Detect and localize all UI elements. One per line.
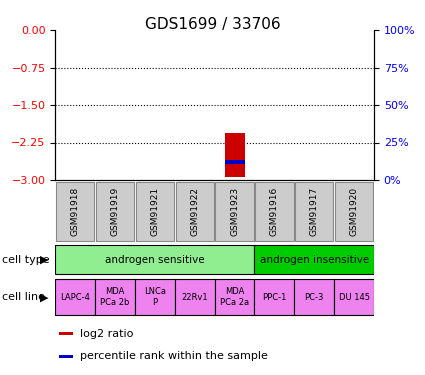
FancyBboxPatch shape: [334, 279, 374, 315]
Text: percentile rank within the sample: percentile rank within the sample: [80, 351, 268, 361]
Text: androgen insensitive: androgen insensitive: [260, 255, 369, 265]
FancyBboxPatch shape: [175, 279, 215, 315]
Text: cell line: cell line: [2, 292, 45, 302]
FancyBboxPatch shape: [215, 183, 254, 241]
Text: PPC-1: PPC-1: [262, 292, 286, 302]
FancyBboxPatch shape: [255, 245, 374, 274]
Text: GSM91918: GSM91918: [71, 187, 79, 237]
Text: GSM91923: GSM91923: [230, 188, 239, 237]
FancyBboxPatch shape: [255, 279, 294, 315]
FancyBboxPatch shape: [135, 279, 175, 315]
Text: GSM91921: GSM91921: [150, 188, 159, 237]
Bar: [224, 132, 244, 177]
Text: log2 ratio: log2 ratio: [80, 329, 133, 339]
FancyBboxPatch shape: [56, 183, 94, 241]
Text: PC-3: PC-3: [305, 292, 324, 302]
Text: GSM91922: GSM91922: [190, 188, 199, 236]
Text: MDA
PCa 2b: MDA PCa 2b: [100, 288, 130, 307]
Text: androgen sensitive: androgen sensitive: [105, 255, 205, 265]
Text: GDS1699 / 33706: GDS1699 / 33706: [144, 17, 280, 32]
Text: DU 145: DU 145: [339, 292, 370, 302]
FancyBboxPatch shape: [95, 279, 135, 315]
Text: LNCa
P: LNCa P: [144, 288, 166, 307]
FancyBboxPatch shape: [255, 183, 294, 241]
Text: cell type: cell type: [2, 255, 50, 265]
Bar: [59, 332, 73, 335]
FancyBboxPatch shape: [295, 183, 333, 241]
FancyBboxPatch shape: [335, 183, 373, 241]
Bar: [224, 160, 244, 164]
Text: MDA
PCa 2a: MDA PCa 2a: [220, 288, 249, 307]
Text: LAPC-4: LAPC-4: [60, 292, 90, 302]
FancyBboxPatch shape: [55, 245, 255, 274]
FancyBboxPatch shape: [136, 183, 174, 241]
Text: GSM91917: GSM91917: [310, 187, 319, 237]
FancyBboxPatch shape: [55, 279, 95, 315]
Text: GSM91920: GSM91920: [350, 188, 359, 237]
Text: ▶: ▶: [40, 255, 49, 265]
Bar: [59, 355, 73, 358]
Text: GSM91919: GSM91919: [110, 187, 119, 237]
FancyBboxPatch shape: [96, 183, 134, 241]
FancyBboxPatch shape: [215, 279, 255, 315]
FancyBboxPatch shape: [176, 183, 214, 241]
Text: ▶: ▶: [40, 292, 49, 302]
Text: 22Rv1: 22Rv1: [181, 292, 208, 302]
Text: GSM91916: GSM91916: [270, 187, 279, 237]
FancyBboxPatch shape: [294, 279, 334, 315]
